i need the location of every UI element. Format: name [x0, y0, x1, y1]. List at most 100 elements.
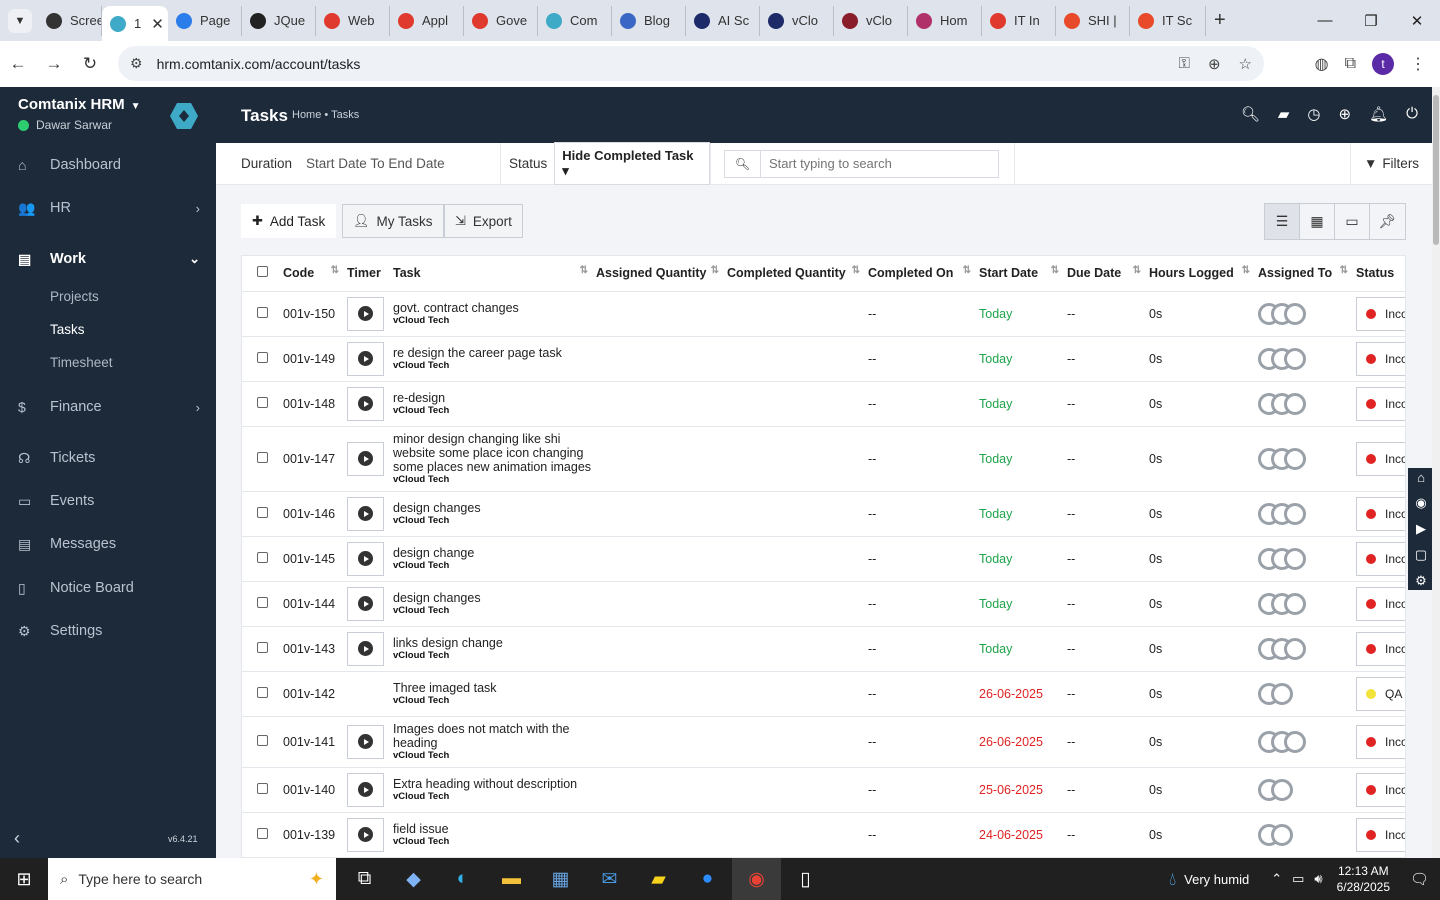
start-timer-button[interactable] [347, 631, 384, 666]
table-row[interactable]: 001v-145 design change vCloud Tech -- Today -… [242, 536, 1405, 582]
start-timer-button[interactable] [347, 586, 384, 621]
network-icon[interactable]: ▭ [1292, 871, 1305, 886]
status-select[interactable]: Inco [1356, 817, 1405, 852]
task-code[interactable]: 001v-141 [279, 716, 343, 768]
browser-tab[interactable]: Web [316, 5, 390, 36]
scrollbar-thumb[interactable] [1433, 95, 1439, 245]
avatar[interactable] [1284, 637, 1306, 660]
row-checkbox[interactable] [257, 351, 268, 363]
task-name[interactable]: design change [393, 546, 475, 560]
password-key-icon[interactable]: ⚿ [1178, 54, 1190, 72]
browser-tab[interactable]: AI Sc [686, 5, 760, 36]
avatar[interactable] [1284, 730, 1306, 753]
url-field[interactable]: ⚙ hrm.comtanix.com/account/tasks ⚿ ⊕ ☆ [118, 46, 1264, 81]
sidebar-subitem-projects[interactable]: Projects [50, 289, 99, 304]
task-code[interactable]: 001v-150 [279, 291, 343, 337]
start-timer-button[interactable] [347, 817, 384, 852]
sidebar-item-events[interactable]: ▭ Events [0, 483, 216, 519]
avatar[interactable] [1284, 502, 1306, 525]
task-code[interactable]: 001v-146 [279, 491, 343, 537]
row-checkbox[interactable] [257, 641, 268, 653]
profile-avatar[interactable]: t [1372, 53, 1394, 75]
table-row[interactable]: 001v-149 re design the career page task vC… [242, 336, 1405, 382]
clock[interactable]: 12:13 AM 6/28/2025 [1337, 863, 1390, 895]
sidebar-subitem-tasks[interactable]: Tasks [50, 322, 85, 337]
back-icon[interactable]: ← [9, 54, 27, 73]
status-select[interactable]: Inco [1356, 586, 1405, 621]
status-select[interactable]: Inco [1356, 341, 1405, 376]
row-checkbox[interactable] [257, 506, 268, 518]
search-input[interactable] [769, 156, 989, 171]
app-logo[interactable] [170, 103, 198, 129]
avatar[interactable] [1284, 592, 1306, 615]
avatar[interactable] [1284, 302, 1306, 325]
status-select[interactable]: Inco [1356, 772, 1405, 807]
company-switcher[interactable]: Comtanix HRM ▼ [18, 96, 141, 113]
copilot-icon[interactable]: ◆ [406, 868, 421, 890]
task-name[interactable]: re-design [393, 391, 446, 405]
row-checkbox[interactable] [257, 306, 268, 318]
col-due-date[interactable]: Due Date ⇅ [1063, 256, 1145, 292]
windows-start-icon[interactable]: ⊞ [16, 868, 32, 889]
row-checkbox[interactable] [257, 827, 268, 839]
chrome-icon[interactable]: ◉ [732, 858, 781, 900]
col-code[interactable]: Code ⇅ [279, 256, 343, 292]
gear-icon[interactable]: ⚙ [1415, 573, 1427, 588]
avatar[interactable] [1284, 547, 1306, 570]
file-explorer-icon[interactable]: ▬ [502, 868, 521, 889]
task-name[interactable]: Three imaged task [393, 681, 497, 695]
browser-menu-icon[interactable]: ⋮ [1410, 56, 1426, 73]
minimize-icon[interactable]: — [1317, 12, 1333, 29]
sidebar-subitem-timesheet[interactable]: Timesheet [50, 355, 113, 370]
maximize-icon[interactable]: ❐ [1364, 12, 1378, 30]
zoom-icon[interactable]: ⊕ [1207, 55, 1221, 73]
window-icon[interactable]: ▢ [1414, 547, 1428, 562]
clock-icon[interactable]: ◷ [1307, 106, 1321, 123]
browser-tab[interactable]: 1 ✕ [102, 6, 168, 41]
weather-widget[interactable]: 💧︎ Very humid [1169, 869, 1249, 890]
pin-icon[interactable]: 📌︎ [1378, 213, 1397, 229]
task-name[interactable]: Images does not match with the heading [393, 722, 570, 750]
browser-tab[interactable]: Gove [464, 5, 538, 36]
camera-icon[interactable]: ◉ [1415, 495, 1427, 510]
page-scrollbar[interactable] [1432, 87, 1440, 858]
tab-search-button[interactable]: ▼ [8, 8, 32, 33]
table-row[interactable]: 001v-150 govt. contract changes vCloud Tec… [242, 291, 1405, 337]
row-checkbox[interactable] [257, 596, 268, 608]
status-select[interactable]: Inco [1356, 631, 1405, 666]
video-icon[interactable]: ▶ [1416, 521, 1426, 536]
browser-tab[interactable]: vClo [834, 5, 908, 36]
sidebar-item-hr[interactable]: 👥 HR › [0, 190, 216, 226]
start-timer-button[interactable] [347, 441, 384, 476]
task-code[interactable]: 001v-148 [279, 381, 343, 427]
browser-tab[interactable]: JQue [242, 5, 316, 36]
reload-icon[interactable]: ↻ [82, 54, 98, 73]
avatar[interactable] [1271, 823, 1293, 846]
status-select[interactable]: Inco [1356, 296, 1405, 331]
close-tab-icon[interactable]: ✕ [151, 15, 164, 33]
avatar[interactable] [1284, 447, 1306, 470]
sticky-notes-icon[interactable]: ▰ [651, 868, 666, 890]
task-code[interactable]: 001v-140 [279, 767, 343, 813]
row-checkbox[interactable] [257, 782, 268, 794]
my-tasks-button[interactable]: 👤︎ My Tasks [342, 204, 444, 238]
task-name[interactable]: Extra heading without description [393, 777, 578, 791]
col-completed-on[interactable]: Completed On ⇅ [864, 256, 975, 292]
col-hours-logged[interactable]: Hours Logged ⇅ [1145, 256, 1254, 292]
site-info-icon[interactable]: ⚙ [130, 55, 143, 71]
bookmark-star-icon[interactable]: ☆ [1238, 55, 1252, 73]
duration-filter[interactable]: Duration Start Date To End Date [216, 142, 501, 185]
list-view-icon[interactable]: ☰ [1265, 204, 1300, 239]
browser-tab[interactable]: IT Sc [1130, 5, 1206, 36]
screenshot-icon[interactable]: ⌂ [1417, 470, 1425, 485]
sidebar-item-work[interactable]: ▤ Work ⌄ [0, 241, 216, 277]
task-code[interactable]: 001v-145 [279, 536, 343, 582]
status-select[interactable]: QA [1356, 676, 1405, 711]
select-all-checkbox[interactable] [257, 266, 268, 278]
task-code[interactable]: 001v-149 [279, 336, 343, 382]
export-button[interactable]: ⇲ Export [444, 204, 523, 238]
browser-tab[interactable]: Hom [908, 5, 982, 36]
sidebar-item-notice-board[interactable]: ▯ Notice Board [0, 570, 216, 606]
avatar[interactable] [1284, 347, 1306, 370]
status-select[interactable]: Hide Completed Task ▾ [554, 142, 710, 185]
